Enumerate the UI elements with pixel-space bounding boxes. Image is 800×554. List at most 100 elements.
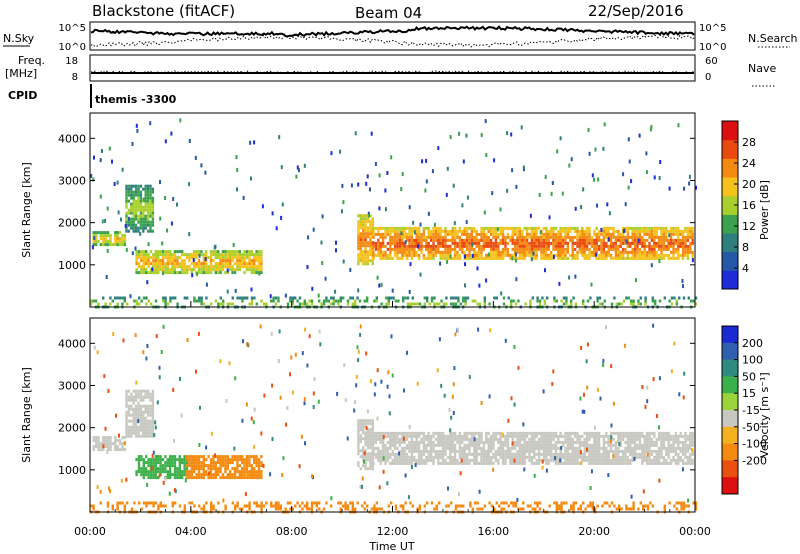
- heatmap-cell: [458, 461, 462, 465]
- heatmap-cell: [583, 449, 586, 453]
- heatmap-cell: [672, 449, 675, 453]
- heatmap-cell: [573, 434, 577, 438]
- heatmap-cell: [241, 256, 244, 260]
- heatmap-cell: [620, 302, 623, 306]
- heatmap-cell: [458, 431, 462, 435]
- heatmap-cell: [494, 250, 498, 254]
- heatmap-cell: [195, 262, 198, 266]
- heatmap-speck: [307, 235, 310, 240]
- heatmap-cell: [364, 220, 367, 224]
- heatmap-cell: [202, 268, 205, 272]
- heatmap-cell: [557, 244, 560, 248]
- heatmap-speck: [544, 268, 546, 273]
- heatmap-cell: [243, 265, 246, 269]
- heatmap-cell: [109, 436, 112, 440]
- heatmap-cell: [552, 437, 555, 441]
- heatmap-cell: [501, 235, 505, 239]
- heatmap-cell: [173, 271, 177, 275]
- heatmap-cell: [137, 392, 140, 396]
- heatmap-cell: [590, 461, 594, 465]
- heatmap-cell: [650, 437, 654, 441]
- heatmap-cell: [621, 250, 625, 254]
- heatmap-cell: [624, 235, 627, 239]
- heatmap-speck: [112, 332, 115, 336]
- heatmap-speck: [658, 259, 661, 263]
- heatmap-cell: [274, 296, 278, 300]
- heatmap-cell: [183, 507, 186, 511]
- heatmap-speck: [550, 191, 553, 196]
- heatmap-cell: [109, 442, 112, 446]
- heatmap-speck: [92, 177, 95, 182]
- heatmap-cell: [528, 458, 531, 462]
- heatmap-cell: [682, 507, 686, 511]
- heatmap-cell: [371, 419, 374, 423]
- heatmap-cell: [518, 232, 522, 236]
- heatmap-cell: [398, 241, 402, 245]
- heatmap-cell: [477, 452, 481, 456]
- heatmap-cell: [631, 253, 634, 257]
- heatmap-cell: [542, 449, 546, 453]
- heatmap-cell: [582, 501, 585, 505]
- heatmap-cell: [190, 501, 194, 505]
- heatmap-cell: [475, 250, 478, 254]
- heatmap-cell: [588, 443, 591, 447]
- heatmap-cell: [132, 202, 135, 206]
- heatmap-cell: [97, 439, 100, 443]
- heatmap-cell: [146, 392, 150, 396]
- heatmap-cell: [432, 431, 435, 435]
- heatmap-cell: [434, 253, 438, 257]
- heatmap-cell: [183, 265, 186, 269]
- heatmap-cell: [468, 247, 471, 251]
- heatmap-cell: [612, 431, 615, 435]
- heatmap-cell: [241, 467, 244, 471]
- heatmap-cell: [403, 247, 406, 251]
- heatmap-cell: [657, 437, 661, 441]
- heatmap-cell: [523, 461, 526, 465]
- heatmap-cell: [536, 296, 539, 300]
- heatmap-cell: [437, 458, 440, 462]
- heatmap-speck: [402, 436, 405, 441]
- heatmap-cell: [364, 449, 367, 453]
- heatmap-cell: [260, 265, 263, 269]
- heatmap-cell: [405, 431, 409, 435]
- heatmap-cell: [612, 232, 615, 236]
- heatmap-cell: [425, 241, 428, 245]
- colorbar-tick-label: 24: [742, 157, 756, 170]
- heatmap-cell: [212, 253, 215, 257]
- heatmap-cell: [257, 256, 261, 260]
- heatmap-cell: [626, 437, 630, 441]
- heatmap-cell: [362, 455, 365, 459]
- heatmap-cell: [147, 253, 150, 257]
- heatmap-cell: [320, 302, 323, 306]
- heatmap-cell: [578, 229, 582, 233]
- heatmap-cell: [653, 434, 656, 438]
- heatmap-cell: [510, 299, 513, 303]
- heatmap-cell: [480, 461, 483, 465]
- heatmap-cell: [451, 226, 454, 230]
- heatmap-cell: [132, 428, 135, 432]
- heatmap-cell: [200, 299, 203, 303]
- heatmap-cell: [217, 302, 220, 306]
- heatmap-cell: [612, 461, 615, 465]
- heatmap-cell: [617, 446, 620, 450]
- heatmap-cell: [559, 440, 562, 444]
- heatmap-cell: [114, 442, 117, 446]
- heatmap-cell: [386, 232, 390, 236]
- heatmap-cell: [565, 302, 568, 306]
- heatmap-cell: [97, 448, 100, 452]
- heatmap-cell: [672, 247, 675, 251]
- heatmap-cell: [164, 464, 167, 468]
- heatmap-cell: [342, 296, 345, 300]
- heatmap-cell: [253, 501, 256, 505]
- heatmap-cell: [377, 232, 380, 236]
- heatmap-cell: [453, 247, 457, 251]
- heatmap-cell: [513, 256, 517, 260]
- heatmap-cell: [371, 458, 374, 462]
- heatmap-cell: [92, 299, 95, 303]
- heatmap-cell: [364, 437, 367, 441]
- heatmap-cell: [689, 452, 692, 456]
- heatmap-cell: [450, 296, 453, 300]
- heatmap-cell: [477, 250, 481, 254]
- heatmap-cell: [214, 268, 217, 272]
- heatmap-cell: [653, 226, 656, 230]
